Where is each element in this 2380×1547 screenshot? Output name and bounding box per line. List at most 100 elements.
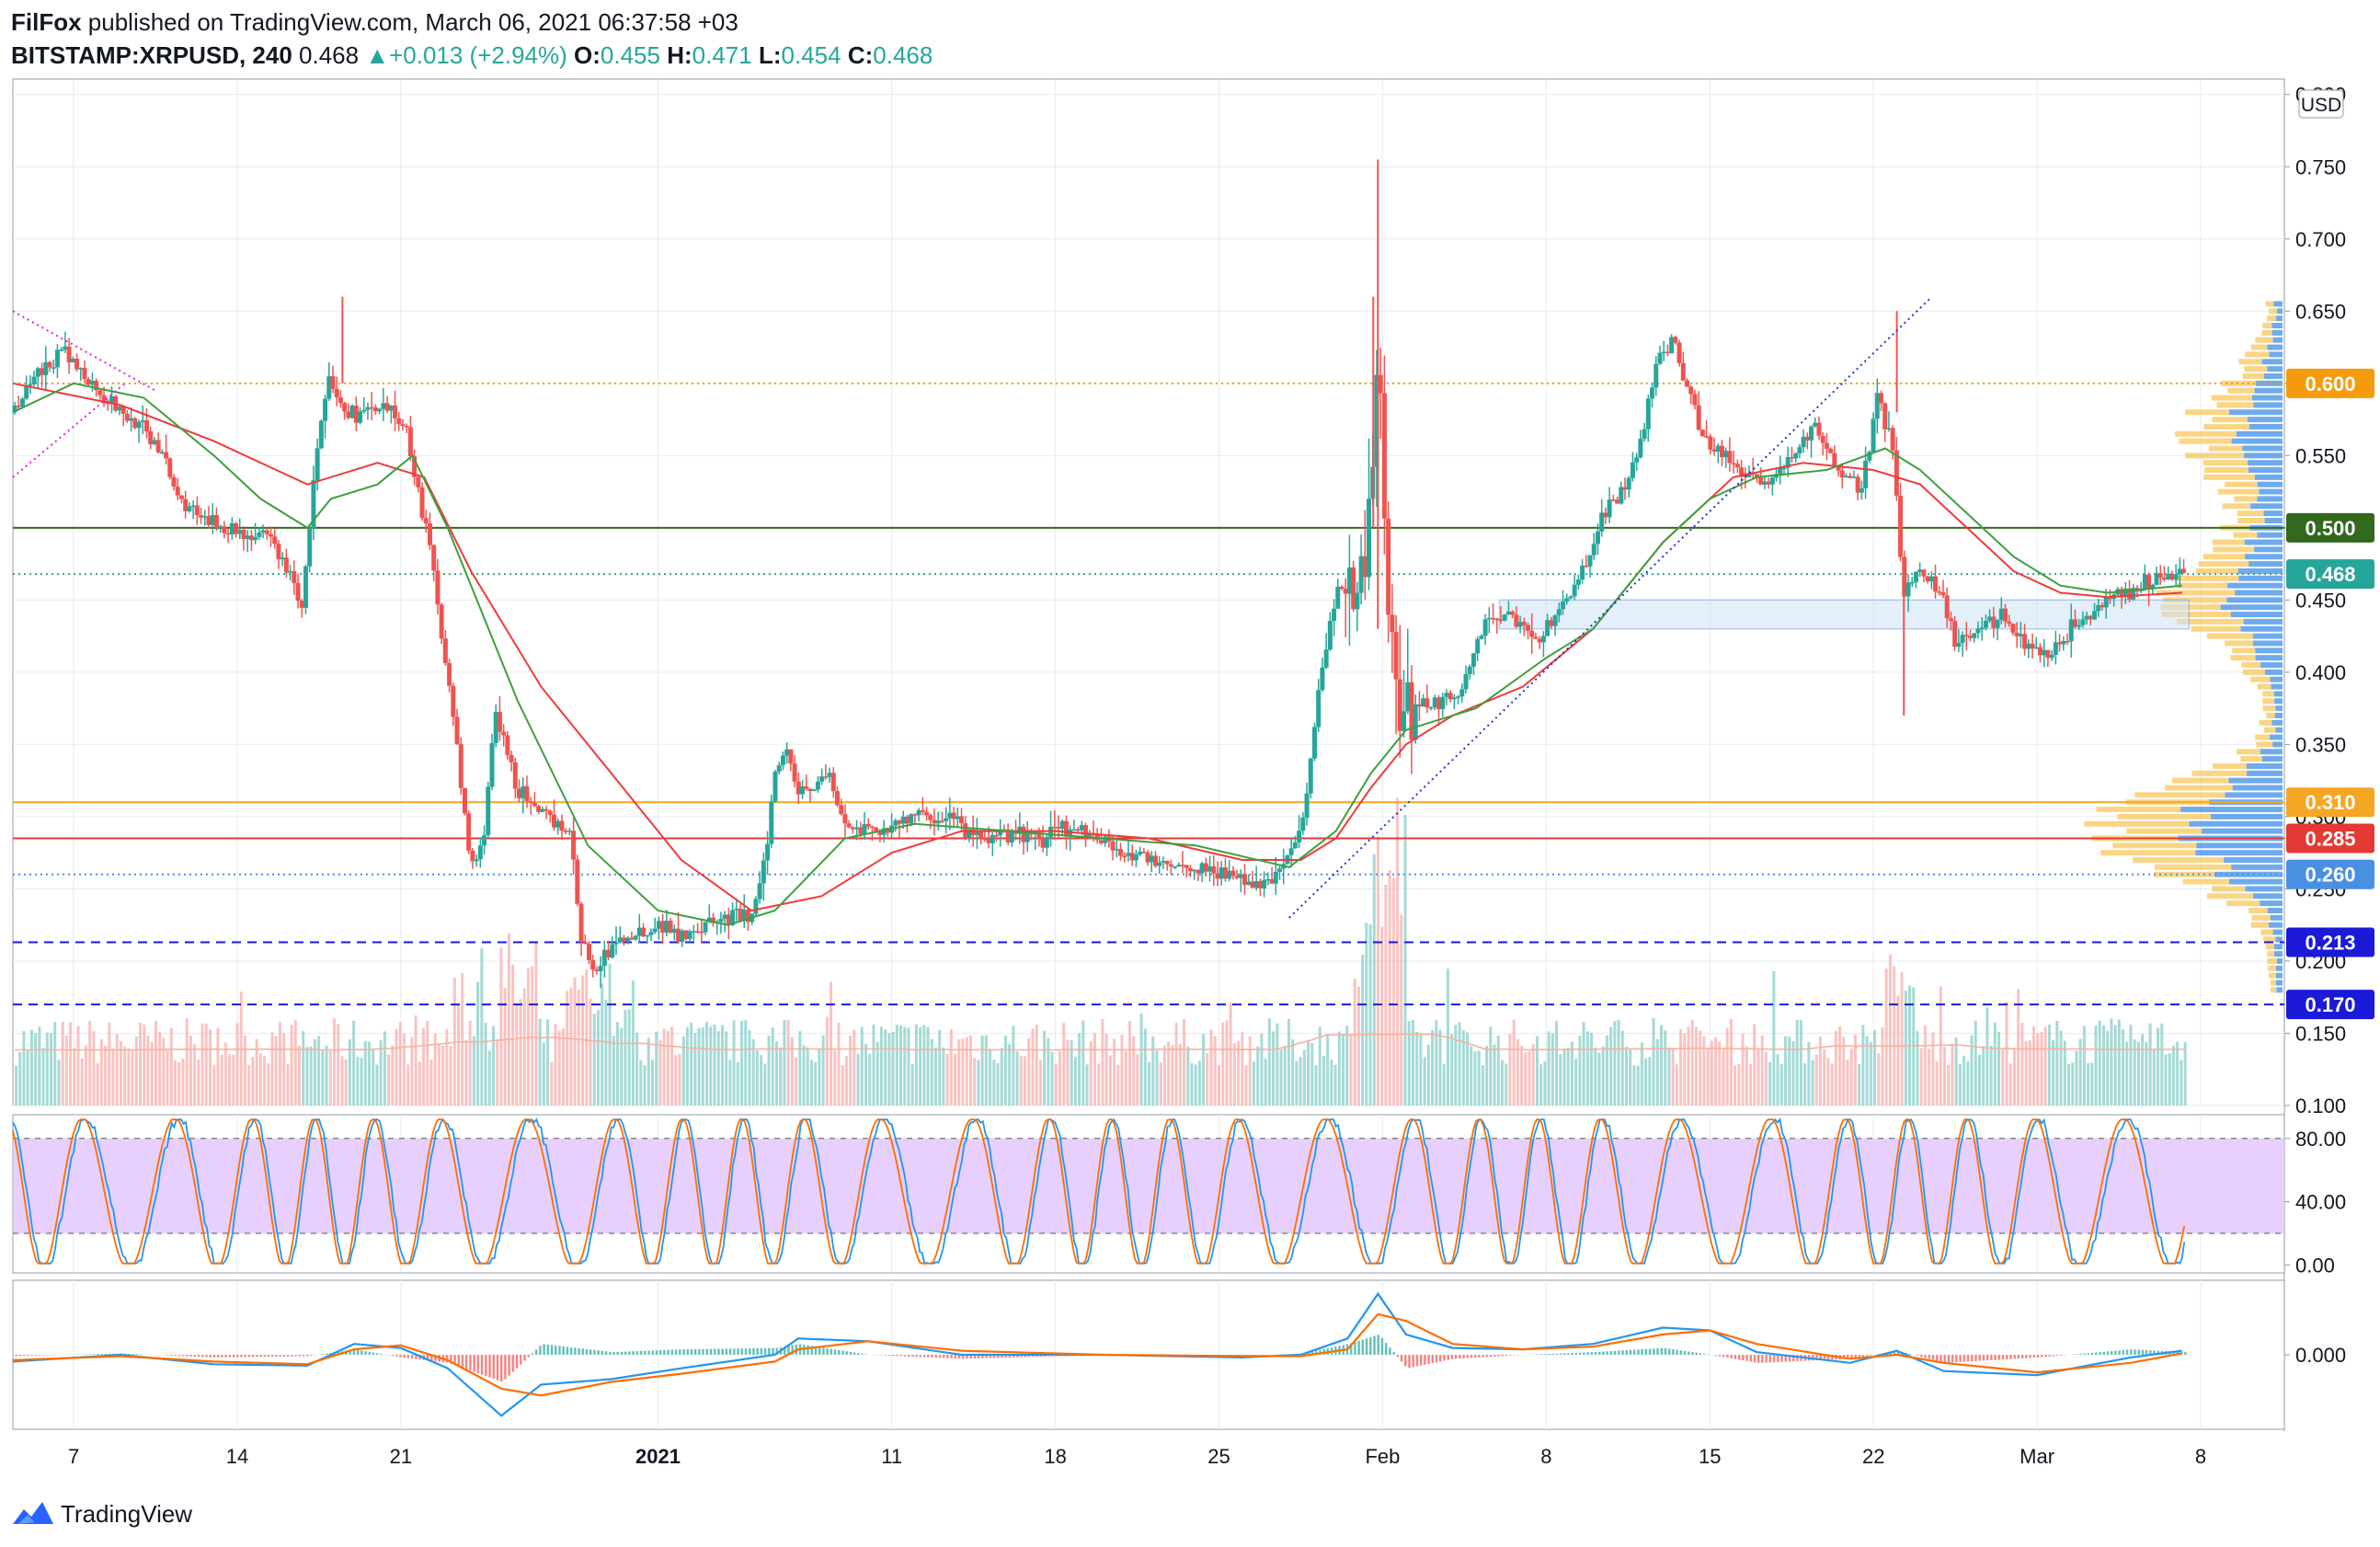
level-label-box[interactable] [2286,559,2374,590]
candle-body [1428,707,1434,709]
macd-histogram-bar [1349,1343,1353,1355]
candle-body [474,859,479,862]
volume-bar [914,1024,918,1106]
macd-histogram-bar [1031,1355,1035,1358]
candle-body [734,909,739,911]
volume-profile-buy-bar [2263,372,2283,379]
candle-body [761,860,766,884]
volume-bar [1054,1063,1058,1106]
volume-bar [1244,1065,1248,1106]
volume-profile-buy-bar [2248,561,2283,567]
volume-bar [849,1036,852,1106]
macd-histogram-bar [957,1355,961,1359]
candle-body [1568,596,1573,599]
candle-body [1393,632,1399,680]
candle-body [1890,428,1895,451]
candle-body [547,810,553,815]
macd-histogram-bar [2134,1349,2136,1355]
candle-body [524,785,530,802]
candle-body [1238,874,1243,878]
volume-profile-sell-bar [2256,741,2273,748]
candle-body [283,557,289,573]
candle-body [323,398,328,421]
level-label-box[interactable] [2286,859,2374,889]
candle-body [1762,481,1768,485]
candles [12,159,2187,989]
footer-brand[interactable]: TradingView [61,1499,193,1528]
volume-bar [1756,1049,1760,1106]
level-label-box[interactable] [2286,990,2374,1020]
candle-body [190,505,196,508]
candle-body [384,403,390,411]
volume-bar [1605,1035,1608,1106]
candle-body [1087,832,1093,839]
volume-bar [356,1057,360,1106]
volume-bar [1136,1054,1139,1106]
macd-histogram-bar [562,1346,565,1355]
volume-bar [1505,1063,1508,1106]
candle-body [1839,470,1845,478]
publisher-name[interactable]: FilFox [11,8,82,36]
candle-body [35,368,40,377]
candle-body [606,949,612,958]
candle-body [404,426,409,428]
candle-body [1040,838,1046,848]
candle-body [590,959,596,970]
tradingview-logo-icon[interactable] [11,1498,55,1530]
level-label-box[interactable] [2286,512,2374,543]
candle-body [295,582,301,602]
volume-profile-sell-bar [2182,878,2229,885]
volume-profile-sell-bar [2206,633,2253,639]
macd-histogram-bar [302,1355,305,1357]
level-label-box[interactable] [2286,368,2374,398]
candle-body [1708,436,1713,450]
volume-profile-sell-bar [2112,842,2197,849]
volume-moving-average [15,1033,2184,1051]
high-value: 0.471 [692,41,752,69]
volume-bar [767,1036,771,1106]
candle-body [1358,556,1364,593]
volume-bar [1931,1032,1935,1106]
macd-histogram-bar [728,1348,732,1355]
macd-histogram-bar [2079,1353,2082,1355]
symbol-title[interactable]: BITSTAMP:XRPUSD, 240 [11,41,292,69]
level-label-box[interactable] [2286,823,2374,854]
volume-bar [790,1037,794,1106]
candle-body [245,535,250,539]
macd-histogram-bar [852,1352,856,1355]
volume-profile-sell-bar [2269,308,2278,315]
volume-bar [798,1031,802,1106]
candle-body [532,802,537,807]
macd-histogram-bar [356,1349,360,1355]
macd-histogram-bar [1443,1355,1446,1361]
volume-bar [1256,1046,1260,1106]
volume-profile-sell-bar [2237,517,2265,523]
candle-body [544,808,549,811]
currency-badge[interactable] [2298,89,2344,119]
volume-bar [270,1032,274,1106]
macd-histogram-bar [569,1346,573,1355]
candle-body [2010,624,2016,633]
candle-body [1793,453,1799,459]
volume-profile-sell-bar [2156,590,2236,596]
candle-body [1297,831,1302,842]
volume-bar [263,1055,267,1106]
volume-bar [515,1005,519,1106]
level-label-box[interactable] [2286,787,2374,818]
volume-bar [2148,1023,2152,1106]
volume-bar [267,1063,270,1106]
macd-histogram-bar [927,1355,930,1358]
candle-body [264,530,269,534]
volume-bar [2078,1038,2082,1106]
candle-body [1832,453,1837,468]
macd-histogram-bar [1955,1355,1958,1363]
macd-histogram-bar [679,1349,681,1355]
level-label-box[interactable] [2286,927,2374,957]
price-tick-label: 0.150 [2295,1022,2346,1045]
volume-bar [53,1022,57,1106]
macd-histogram-bar [1920,1355,1923,1358]
publish-info: published on TradingView.com, March 06, … [81,8,738,36]
volume-bar [1516,1038,1519,1106]
volume-bar [1027,1037,1031,1106]
